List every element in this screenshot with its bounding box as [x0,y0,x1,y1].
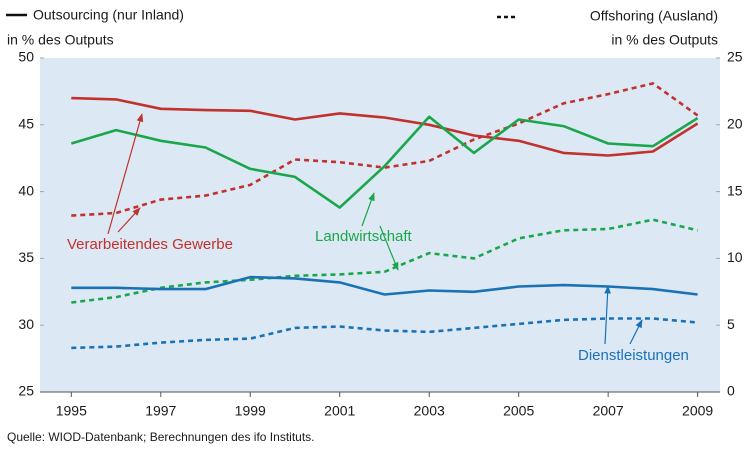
y2-tick-label: 25 [727,49,743,65]
y-label: Outsourcing (nur Inland) [33,7,184,23]
annotation-arrow [379,225,399,271]
y2-label: Offshoring (Ausland) [590,8,718,24]
x-tick-label: 1997 [145,403,176,419]
y-tick-label: 50 [18,49,34,65]
plot-area [40,58,720,392]
y-tick-label: 40 [18,182,34,198]
offshoring-line [71,317,698,350]
annotation-arrow [361,192,375,227]
y2-tick-label: 5 [727,316,735,332]
annotation-arrow [604,285,611,345]
x-tick-label: 1995 [56,403,87,419]
outsourcing-line [71,96,699,157]
outsourcing-line [70,115,699,209]
annotation-arrow [107,113,144,235]
x-tick-label: 2005 [503,403,534,419]
source: Quelle: WIOD-Datenbank; Berechnungen des… [7,430,315,444]
outsourcing-line [71,275,698,296]
annotation-arrow [117,207,141,233]
x-tick-label: 2007 [593,403,624,419]
series-label: Landwirtschaft [315,228,413,245]
y2-tick-label: 0 [727,383,735,399]
y-tick-label: 35 [18,249,34,265]
annotation-arrow [629,319,643,345]
y2-tick-label: 10 [727,249,743,265]
y-tick-label: 45 [18,116,34,132]
x-tick-label: 1999 [235,403,266,419]
y2-tick-label: 15 [727,182,743,198]
y-label: in % des Outputs [7,32,114,48]
x-tick-label: 2001 [324,403,355,419]
y2-tick-label: 20 [727,116,743,132]
y2-label: in % des Outputs [611,32,718,48]
series-label: Verarbeitendes Gewerbe [67,236,233,253]
offshoring-line [71,218,698,304]
x-tick-label: 2009 [682,403,713,419]
series-label: Dienstleistungen [578,347,689,364]
y-tick-label: 30 [18,316,34,332]
x-tick-label: 2003 [414,403,445,419]
y-tick-label: 25 [18,383,34,399]
